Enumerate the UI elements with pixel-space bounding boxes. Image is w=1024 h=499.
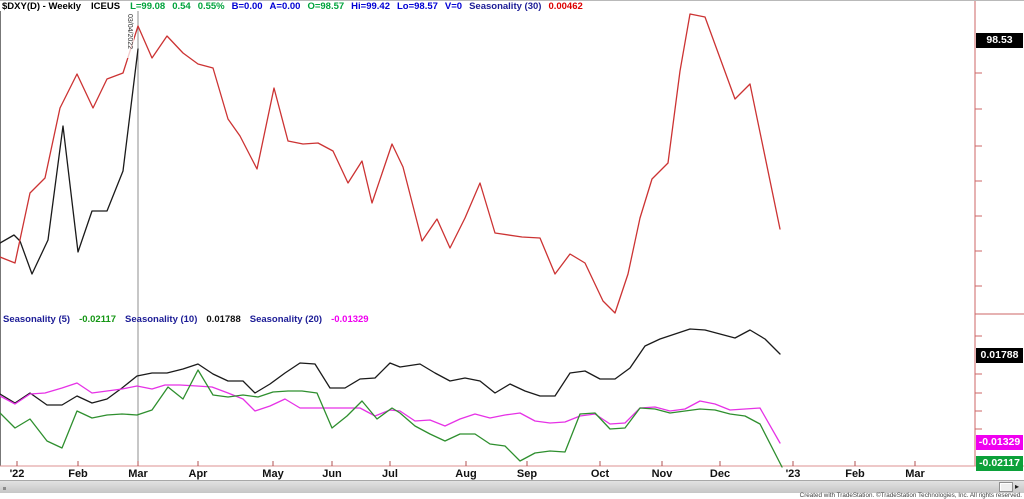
- x-axis-label: Dec: [709, 468, 731, 480]
- series-seasonality-30: [0, 13, 781, 314]
- symbol-title: $DXY(D) - Weekly: [2, 0, 82, 12]
- scrollbar-left-notch: [3, 487, 6, 490]
- seasonality-10-value: 0.01788: [206, 314, 241, 325]
- x-axis-label: '23: [785, 468, 801, 480]
- quote-field-study-seasonality-30-label: Seasonality (30): [469, 0, 542, 12]
- x-axis-label: Mar: [905, 468, 925, 480]
- x-axis-label: Oct: [590, 468, 610, 480]
- exchange-label: ICEUS: [91, 0, 121, 12]
- quote-field-high: Hi=99.42: [351, 0, 390, 12]
- seasonality-20-axis-label: -0.01329: [976, 435, 1023, 450]
- seasonality-studies-header: Seasonality (5) -0.02117 Seasonality (10) 0…: [3, 315, 369, 326]
- x-axis-label: Feb: [68, 468, 88, 480]
- x-axis-label: Apr: [188, 468, 208, 480]
- seasonality-20-value: -0.01329: [331, 314, 369, 325]
- x-axis-label: Jul: [382, 468, 398, 480]
- quote-field-last-price: L=99.08: [130, 0, 166, 12]
- x-axis-label: Jun: [322, 468, 342, 480]
- quote-bar: $DXY(D) - Weekly ICEUS L=99.08 0.54 0.55% B…: [2, 1, 583, 12]
- seasonality-20-label: Seasonality (20): [249, 314, 323, 325]
- cursor-date-label: 03/04/2022: [125, 14, 134, 58]
- seasonality-10-axis-label: 0.01788: [976, 348, 1023, 363]
- scrollbar-right-arrow-icon[interactable]: ▸: [1015, 482, 1020, 491]
- x-axis-label: May: [262, 468, 284, 480]
- series-seasonality-10: [0, 328, 781, 406]
- quote-field-open: O=98.57: [307, 0, 345, 12]
- x-axis-label: Feb: [845, 468, 865, 480]
- seasonality-5-axis-label: -0.02117: [976, 456, 1023, 471]
- seasonality-5-label: Seasonality (5): [3, 314, 71, 325]
- series-seasonality-5: [0, 369, 783, 468]
- quote-field-ask: A=0.00: [269, 0, 301, 12]
- quote-fields: L=99.08 0.54 0.55% B=0.00 A=0.00 O=98.57 Hi=99…: [130, 0, 583, 12]
- quote-field-bid: B=0.00: [231, 0, 263, 12]
- x-axis-label: Sep: [516, 468, 538, 480]
- scrollbar-thumb[interactable]: [999, 482, 1013, 492]
- quote-field-low: Lo=98.57: [396, 0, 438, 12]
- seasonality-10-label: Seasonality (10): [125, 314, 198, 325]
- quote-field-net-change: 0.54: [172, 0, 191, 12]
- series-price: [0, 48, 139, 275]
- quote-field-study-seasonality-30-value: 0.00462: [548, 0, 583, 12]
- horizontal-scrollbar[interactable]: ▸: [0, 480, 1024, 493]
- quote-field-volume: V=0: [444, 0, 463, 12]
- x-axis-label: Nov: [651, 468, 673, 480]
- seasonality-5-value: -0.02117: [79, 314, 117, 325]
- quote-field-percent-change: 0.55%: [197, 0, 225, 12]
- price-axis-label: 98.53: [976, 33, 1023, 48]
- x-axis-label: '22: [9, 468, 25, 480]
- copyright-text: Created with TradeStation. ©TradeStation…: [799, 492, 1022, 499]
- x-axis-label: Mar: [128, 468, 148, 480]
- x-axis-label: Aug: [455, 468, 477, 480]
